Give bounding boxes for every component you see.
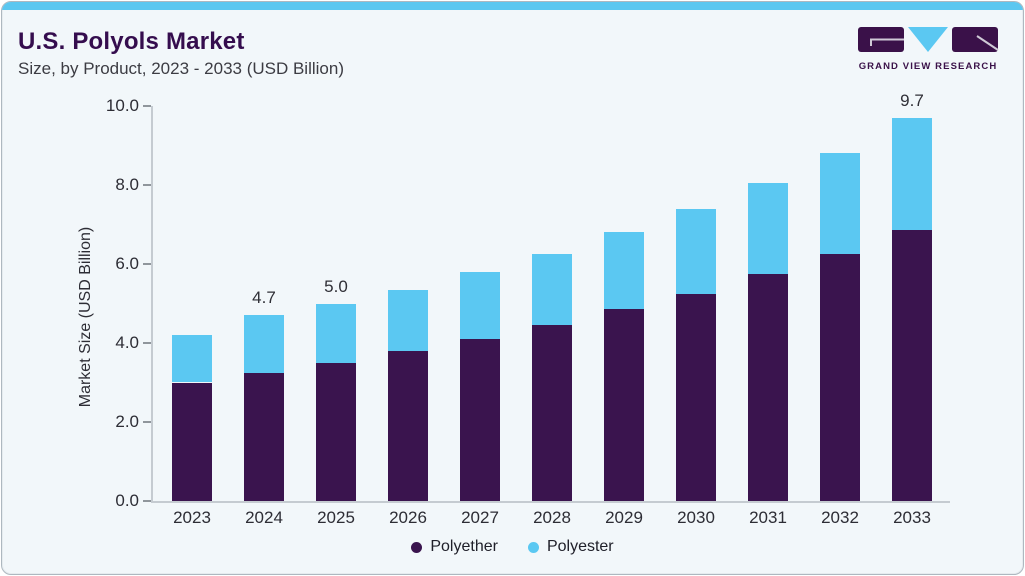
bar-segment-polyester-2028 <box>532 254 572 326</box>
y-tick-label: 4.0 <box>115 333 139 352</box>
bar-segment-polyether-2031 <box>748 273 788 501</box>
y-tick-mark <box>143 184 151 186</box>
bar-segment-polyester-2029 <box>604 232 644 310</box>
bar-segment-polyether-2029 <box>604 309 644 501</box>
x-axis-label-2028: 2028 <box>533 508 571 527</box>
bar-segment-polyester-2024 <box>244 315 284 373</box>
bar-segment-polyester-2023 <box>172 335 212 383</box>
x-axis-label-2029: 2029 <box>605 508 643 527</box>
gvr-logo-mark <box>858 27 999 52</box>
x-axis-label-2024: 2024 <box>245 508 283 527</box>
legend-marker-polyether-icon <box>411 541 423 553</box>
bar-value-label-2024: 4.7 <box>252 288 276 308</box>
bar-segment-polyether-2026 <box>388 350 428 501</box>
bar-segment-polyether-2027 <box>460 339 500 501</box>
y-tick-label: 2.0 <box>115 412 139 431</box>
bar-segment-polyether-2025 <box>316 362 356 501</box>
logo-v-triangle-icon <box>908 27 948 52</box>
bar-segment-polyester-2026 <box>388 289 428 351</box>
legend-label-polyester: Polyester <box>546 538 614 555</box>
y-tick-mark <box>143 105 151 107</box>
bar-segment-polyether-2033 <box>892 230 932 501</box>
legend-item-polyester: Polyester <box>527 538 614 556</box>
bar-segment-polyether-2030 <box>676 293 716 501</box>
y-tick-label: 6.0 <box>115 254 139 273</box>
logo-g-glyph <box>870 38 904 46</box>
x-axis-label-2030: 2030 <box>677 508 715 527</box>
bar-segment-polyether-2023 <box>172 382 212 501</box>
legend-marker-polyester-icon <box>527 541 539 553</box>
x-axis-line <box>151 501 950 503</box>
bar-segment-polyester-2031 <box>748 183 788 274</box>
y-axis-line <box>151 106 153 503</box>
page-subtitle: Size, by Product, 2023 - 2033 (USD Billi… <box>18 59 344 78</box>
y-tick-label: 10.0 <box>105 96 139 115</box>
x-axis-label-2031: 2031 <box>749 508 787 527</box>
x-axis-label-2026: 2026 <box>389 508 427 527</box>
y-tick-label: 0.0 <box>115 491 139 510</box>
brand-logo: GRAND VIEW RESEARCH <box>857 26 999 72</box>
bar-segment-polyether-2032 <box>820 254 860 501</box>
bar-segment-polyether-2028 <box>532 325 572 501</box>
bar-value-label-2025: 5.0 <box>324 276 348 296</box>
y-tick-mark <box>143 421 151 423</box>
x-axis-label-2025: 2025 <box>317 508 355 527</box>
accent-top-strip <box>2 2 1023 10</box>
brand-name: GRAND VIEW RESEARCH <box>858 61 998 72</box>
bar-segment-polyester-2030 <box>676 208 716 294</box>
x-axis-label-2023: 2023 <box>173 508 211 527</box>
legend-label-polyether: Polyether <box>430 538 498 555</box>
legend-item-polyether: Polyether <box>411 538 498 556</box>
x-axis-label-2033: 2033 <box>893 508 931 527</box>
bar-segment-polyester-2025 <box>316 303 356 363</box>
logo-right-block <box>952 27 998 52</box>
bar-segment-polyester-2033 <box>892 117 932 231</box>
legend: Polyether Polyester <box>2 538 1023 556</box>
x-axis-label-2027: 2027 <box>461 508 499 527</box>
y-tick-mark <box>143 342 151 344</box>
y-tick-mark <box>143 500 151 502</box>
bar-value-label-2033: 9.7 <box>900 90 924 110</box>
bar-segment-polyester-2032 <box>820 153 860 255</box>
bar-segment-polyether-2024 <box>244 372 284 501</box>
x-axis-label-2032: 2032 <box>821 508 859 527</box>
y-tick-label: 8.0 <box>115 175 139 194</box>
bar-segment-polyester-2027 <box>460 271 500 340</box>
page-title: U.S. Polyols Market <box>18 28 245 55</box>
logo-r-glyph <box>976 35 999 51</box>
y-tick-mark <box>143 263 151 265</box>
